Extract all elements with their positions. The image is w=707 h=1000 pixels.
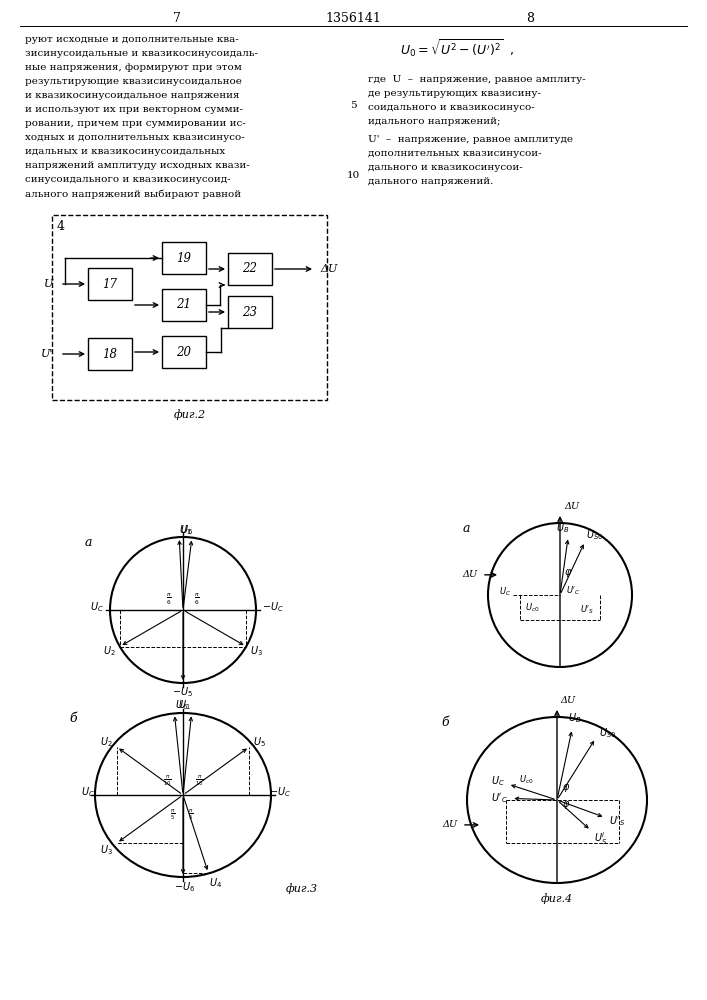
Text: 22: 22	[243, 262, 257, 275]
Text: ального напряжений выбирают равной: ального напряжений выбирают равной	[25, 189, 241, 199]
Text: $U_5$: $U_5$	[253, 735, 266, 749]
Text: $U_{S0}$: $U_{S0}$	[586, 529, 604, 542]
Bar	[162, 289, 206, 321]
Text: $U_B$: $U_B$	[556, 522, 569, 535]
Bar	[228, 296, 272, 328]
Text: $U_6$: $U_6$	[180, 523, 193, 537]
Text: U': U'	[40, 349, 53, 359]
Text: ΔU: ΔU	[560, 696, 575, 705]
Text: ΔU: ΔU	[443, 820, 458, 829]
Text: дального напряжений.: дального напряжений.	[368, 178, 493, 186]
Bar	[88, 268, 132, 300]
Text: соидального и квазикосинусо-: соидального и квазикосинусо-	[368, 104, 534, 112]
Text: 20: 20	[177, 346, 192, 359]
Text: 1356141: 1356141	[325, 11, 381, 24]
Text: 7: 7	[173, 11, 181, 24]
Text: дополнительных квазисинусои-: дополнительных квазисинусои-	[368, 149, 542, 158]
Text: $\frac{\pi}{10}$: $\frac{\pi}{10}$	[163, 774, 171, 788]
Text: $U_6$: $U_6$	[175, 699, 188, 712]
Text: фиг.3: фиг.3	[286, 884, 318, 894]
Text: ровании, причем при суммировании ис-: ровании, причем при суммировании ис-	[25, 119, 246, 128]
Text: $U_3$: $U_3$	[250, 645, 263, 658]
Text: 21: 21	[177, 298, 192, 312]
Text: $U_{c0}$: $U_{c0}$	[525, 602, 540, 614]
Text: идального напряжений;: идального напряжений;	[368, 117, 501, 126]
Text: 18: 18	[103, 348, 117, 360]
Text: $\varphi$: $\varphi$	[562, 799, 571, 811]
Text: $U_3$: $U_3$	[100, 843, 113, 857]
Text: напряжений амплитуду исходных квази-: напряжений амплитуду исходных квази-	[25, 161, 250, 170]
Text: 10: 10	[346, 170, 360, 180]
Text: $U_1$: $U_1$	[179, 524, 192, 537]
Text: ΔU: ΔU	[463, 570, 478, 579]
Text: 5: 5	[350, 101, 356, 109]
Text: ΔU: ΔU	[320, 264, 337, 274]
Text: $\frac{\pi}{10}$: $\frac{\pi}{10}$	[194, 774, 204, 788]
Text: $U_C$: $U_C$	[90, 600, 104, 614]
Text: фиг.2: фиг.2	[173, 410, 206, 420]
Text: $-U_C$: $-U_C$	[269, 785, 291, 799]
Bar	[162, 336, 206, 368]
Text: U: U	[44, 279, 53, 289]
Text: ные напряжения, формируют при этом: ные напряжения, формируют при этом	[25, 64, 242, 73]
Bar	[162, 242, 206, 274]
Text: $U_B$: $U_B$	[568, 712, 581, 725]
Text: а: а	[462, 522, 469, 534]
Text: б: б	[69, 712, 77, 724]
Text: $\varphi$: $\varphi$	[564, 567, 572, 579]
Text: $-U_6$: $-U_6$	[175, 880, 196, 894]
Text: $U_S^i$: $U_S^i$	[595, 830, 607, 847]
Text: 8: 8	[526, 11, 534, 24]
Text: руют исходные и дополнительные ква-: руют исходные и дополнительные ква-	[25, 35, 239, 44]
Text: б: б	[441, 716, 449, 728]
Text: фиг.4: фиг.4	[541, 894, 573, 904]
Text: U'  –  напряжение, равное амплитуде: U' – напряжение, равное амплитуде	[368, 135, 573, 144]
Text: зисинусоидальные и квазикосинусоидаль-: зисинусоидальные и квазикосинусоидаль-	[25, 49, 258, 58]
Text: где  U  –  напряжение, равное амплиту-: где U – напряжение, равное амплиту-	[368, 76, 586, 85]
Text: де результирующих квазисину-: де результирующих квазисину-	[368, 90, 541, 99]
Bar	[52, 215, 327, 400]
Text: идальных и квазикосинусоидальных: идальных и квазикосинусоидальных	[25, 147, 226, 156]
Text: дального и квазикосинусои-: дального и квазикосинусои-	[368, 163, 522, 172]
Text: $\frac{\pi}{5}$: $\frac{\pi}{5}$	[170, 808, 176, 822]
Text: 23: 23	[243, 306, 257, 318]
Text: $U'_S$: $U'_S$	[580, 603, 595, 616]
Bar	[228, 253, 272, 285]
Text: $U_1$: $U_1$	[178, 699, 191, 712]
Text: $U_2$: $U_2$	[103, 645, 116, 658]
Text: $U_{S0}$: $U_{S0}$	[599, 726, 617, 740]
Text: $U_2$: $U_2$	[100, 735, 113, 749]
Text: синусоидального и квазикосинусоид-: синусоидального и квазикосинусоид-	[25, 176, 230, 184]
Text: ΔU: ΔU	[564, 502, 579, 511]
Text: $U_{c0}$: $U_{c0}$	[519, 773, 534, 786]
Text: и квазикосинусоидальное напряжения: и квазикосинусоидальное напряжения	[25, 92, 240, 101]
Text: $\frac{\pi}{6}$: $\frac{\pi}{6}$	[166, 591, 172, 607]
Text: и используют их при векторном сумми-: и используют их при векторном сумми-	[25, 105, 243, 114]
Text: 19: 19	[177, 251, 192, 264]
Text: $U_0 = \sqrt{U^2 - (U^{\prime})^2}$  ,: $U_0 = \sqrt{U^2 - (U^{\prime})^2}$ ,	[400, 37, 515, 59]
Text: а: а	[84, 536, 92, 548]
Text: $\varphi$: $\varphi$	[562, 782, 571, 794]
Text: результирующие квазисинусоидальное: результирующие квазисинусоидальное	[25, 78, 242, 87]
Text: $U'_C$: $U'_C$	[566, 585, 580, 597]
Text: $U_4$: $U_4$	[209, 876, 222, 890]
Text: $U_C$: $U_C$	[499, 586, 511, 598]
Text: $U'_S$: $U'_S$	[609, 814, 626, 828]
Text: $-U_C$: $-U_C$	[262, 600, 284, 614]
Text: $-U_5$: $-U_5$	[173, 685, 194, 699]
Text: ходных и дополнительных квазисинусо-: ходных и дополнительных квазисинусо-	[25, 133, 245, 142]
Text: $\frac{\pi}{5}$: $\frac{\pi}{5}$	[188, 808, 194, 822]
Text: $U'_C$: $U'_C$	[491, 792, 508, 805]
Text: $U_C$: $U_C$	[81, 785, 95, 799]
Text: 4: 4	[57, 220, 65, 233]
Bar	[88, 338, 132, 370]
Text: $U_C$: $U_C$	[491, 774, 505, 788]
Text: 17: 17	[103, 277, 117, 290]
Text: $\frac{\pi}{6}$: $\frac{\pi}{6}$	[194, 591, 200, 607]
